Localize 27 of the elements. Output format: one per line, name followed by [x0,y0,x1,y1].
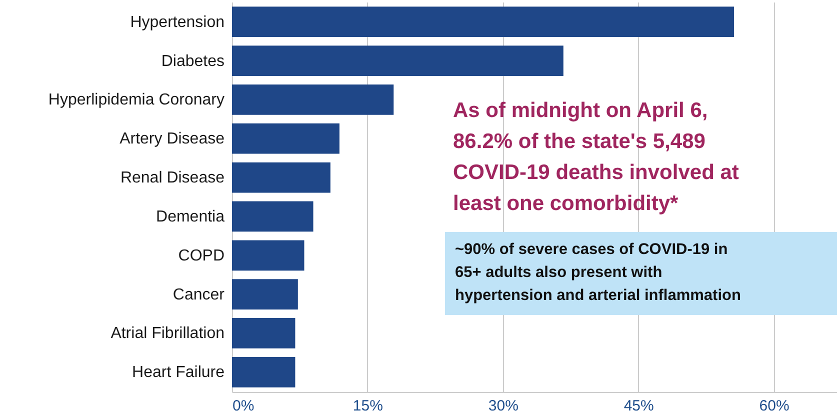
x-tick-label: 45% [624,398,654,414]
y-tick-label: Renal Disease [120,170,225,187]
y-tick-label: Cancer [172,286,226,304]
x-tick-label: 15% [352,398,383,414]
bar [232,6,734,38]
y-tick-label: COPD [178,247,224,264]
x-tick-label: 60% [759,398,790,414]
y-tick-label: Atrial Fibrillation [110,325,224,342]
y-tick-label: Hypertension [130,14,224,31]
y-tick-label: Dementia [156,208,225,226]
annotation: As of midnight on April 6, 86.2% of the state's 5,489 COVID-19 deaths involved at least one comorbidity* [453,99,739,215]
x-tick-label: 30% [488,398,518,414]
y-tick-label: Diabetes [161,52,224,70]
x-tick-label: 0% [232,398,254,414]
bar [232,162,330,193]
bar [232,279,298,310]
y-tick-label: Artery Disease [120,130,225,148]
y-tick-label: Hyperlipidemia Coronary [48,92,224,109]
annotation: ~90% of severe cases of COVID-19 in 65+ adults also present with hypertension and arterial inflammation [455,241,741,304]
y-tick-label: Heart Failure [132,364,225,382]
bar [232,84,394,115]
bar [232,356,296,388]
bar [232,123,340,154]
bar [232,240,304,271]
bar [232,201,314,232]
bar [232,46,564,76]
bar [232,318,296,348]
